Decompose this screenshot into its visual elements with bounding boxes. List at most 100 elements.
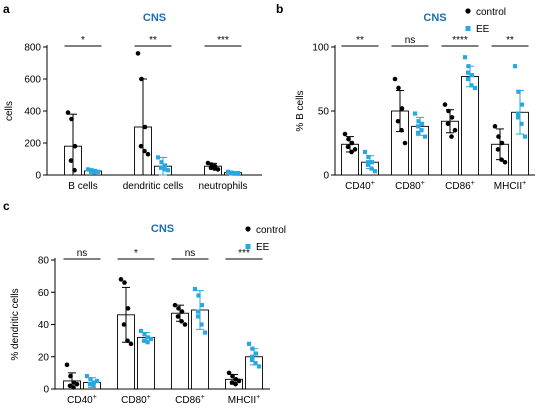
point-control	[229, 380, 235, 385]
point-control	[68, 158, 74, 163]
point-ee	[519, 102, 525, 107]
point-ee	[199, 322, 204, 327]
point-ee	[515, 111, 521, 116]
point-control	[342, 131, 348, 137]
x-tick-label: neutrophils	[199, 181, 248, 192]
point-control	[121, 322, 127, 327]
y-tick-label: 0	[43, 385, 49, 396]
point-ee	[202, 330, 208, 335]
point-ee	[199, 303, 205, 308]
legend-ee-marker	[465, 26, 471, 31]
y-axis-label: % B cells	[295, 90, 306, 131]
y-axis-label: % dendritic cells	[10, 288, 21, 360]
point-control	[208, 165, 214, 171]
legend-control-label: control	[256, 225, 286, 236]
sig-label: ns	[77, 248, 88, 259]
point-ee	[515, 115, 521, 120]
point-ee	[469, 73, 475, 78]
point-control	[449, 115, 455, 120]
y-tick-label: 40	[38, 320, 50, 331]
x-tick-text: MHCII	[494, 181, 522, 192]
sig-label: ns	[185, 248, 196, 259]
panel-letter: c	[3, 199, 10, 213]
point-control	[139, 76, 144, 82]
point-control	[64, 362, 70, 368]
sig-label: **	[506, 35, 514, 46]
point-ee	[416, 119, 421, 124]
point-ee	[165, 168, 171, 173]
x-tick-sup: +	[201, 394, 205, 401]
point-control	[402, 140, 408, 146]
point-ee	[192, 286, 198, 292]
point-control	[172, 302, 178, 308]
x-tick-text: CD40	[345, 181, 371, 192]
point-ee	[369, 166, 374, 171]
x-tick-text: CD40	[67, 395, 93, 406]
x-tick-text: dendritic cells	[123, 181, 184, 192]
point-control	[502, 159, 508, 165]
point-control	[125, 338, 130, 343]
point-control	[345, 144, 351, 150]
point-control	[68, 373, 73, 379]
point-ee	[94, 378, 100, 384]
legend-control-marker	[465, 8, 471, 14]
point-control	[230, 373, 235, 379]
point-control	[499, 157, 504, 162]
point-control	[399, 106, 405, 111]
point-ee	[162, 163, 168, 168]
x-tick-label: dendritic cells	[123, 181, 184, 192]
point-ee	[91, 380, 97, 385]
point-control	[446, 108, 451, 114]
point-control	[67, 383, 73, 389]
legend-ee-marker	[245, 244, 251, 249]
point-ee	[85, 167, 91, 172]
point-control	[205, 160, 211, 166]
sig-label: ***	[217, 35, 229, 46]
point-control	[442, 102, 448, 107]
chart-title: CNS	[143, 12, 166, 24]
y-tick-label: 80	[38, 256, 50, 267]
legend-control-label: control	[476, 7, 506, 18]
point-ee	[84, 374, 90, 379]
point-control	[128, 341, 134, 347]
point-control	[176, 306, 181, 311]
point-control	[72, 143, 78, 149]
y-tick-label: 800	[24, 43, 41, 54]
point-ee	[249, 357, 255, 363]
sig-label: **	[356, 35, 364, 46]
point-ee	[469, 83, 474, 88]
point-control	[495, 147, 501, 152]
point-control	[212, 166, 217, 171]
y-tick-label: 200	[24, 139, 41, 150]
x-tick-text: MHCII	[228, 395, 256, 406]
point-control	[72, 167, 77, 173]
y-tick-label: 20	[38, 352, 50, 363]
sig-label: ***	[238, 248, 250, 259]
point-control	[352, 147, 358, 152]
point-ee	[235, 170, 241, 176]
point-ee	[158, 165, 164, 170]
bar-ee	[137, 336, 155, 390]
point-ee	[195, 314, 201, 319]
point-control	[449, 134, 454, 139]
point-ee	[253, 351, 259, 356]
x-tick-label: CD40+	[67, 394, 97, 406]
legend-control-marker	[245, 226, 251, 232]
point-ee	[162, 167, 167, 172]
chart-title: CNS	[423, 12, 446, 24]
point-ee	[465, 76, 471, 82]
point-control	[226, 370, 232, 376]
point-ee	[466, 64, 471, 69]
point-control	[349, 149, 354, 155]
point-control	[179, 309, 185, 314]
point-ee	[232, 171, 237, 176]
x-tick-label: CD86+	[445, 180, 475, 192]
point-control	[396, 85, 401, 91]
point-control	[182, 322, 188, 327]
point-ee	[365, 160, 371, 165]
y-tick-label: 60	[38, 288, 50, 299]
point-ee	[256, 364, 262, 369]
point-ee	[512, 64, 518, 69]
